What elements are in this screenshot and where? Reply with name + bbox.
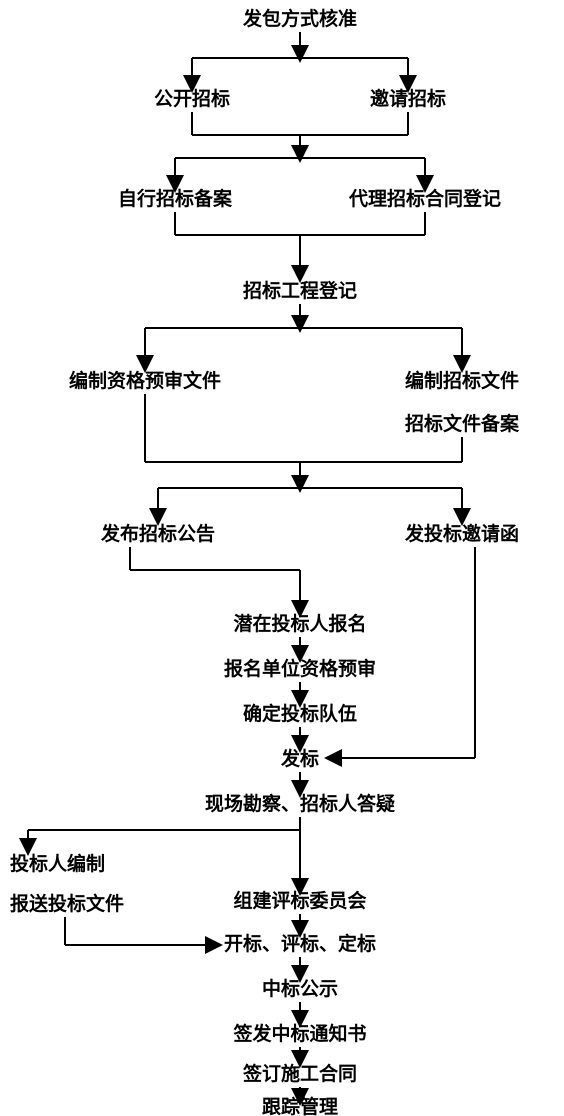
node-award-publicity: 中标公示 xyxy=(262,977,338,1000)
node-tracking-mgmt: 跟踪管理 xyxy=(262,1095,338,1116)
node-determine-bidders: 确定投标队伍 xyxy=(243,702,357,725)
node-submit-bid-doc: 报送投标文件 xyxy=(10,892,124,915)
node-potential-bidders: 潜在投标人报名 xyxy=(233,612,366,635)
node-evaluation-committee: 组建评标委员会 xyxy=(233,889,366,912)
node-publish-notice: 发布招标公告 xyxy=(100,522,215,545)
node-bid-doc-record: 招标文件备案 xyxy=(405,412,520,435)
node-prequal-review: 报名单位资格预审 xyxy=(224,657,376,680)
node-sign-contract: 签订施工合同 xyxy=(242,1062,357,1085)
node-issue-bid: 发标 xyxy=(280,747,319,770)
node-bidders-prepare: 投标人编制 xyxy=(10,852,105,875)
node-site-survey: 现场勘察、招标人答疑 xyxy=(205,792,395,815)
node-prequal-doc: 编制资格预审文件 xyxy=(69,369,221,392)
node-invite-bid: 邀请招标 xyxy=(370,87,446,110)
node-award-notice: 签发中标通知书 xyxy=(232,1022,366,1045)
node-bid-doc: 编制招标文件 xyxy=(405,369,519,392)
node-agent-bid-register: 代理招标合同登记 xyxy=(348,187,501,210)
node-project-register: 招标工程登记 xyxy=(243,279,357,302)
node-self-bid-record: 自行招标备案 xyxy=(118,187,233,210)
node-public-bid: 公开招标 xyxy=(154,87,230,110)
node-approval: 发包方式核准 xyxy=(242,7,357,30)
node-send-invitation: 发投标邀请函 xyxy=(404,522,519,545)
bidding-flowchart: 发包方式核准 公开招标 邀请招标 自行招标备案 代理招标合同登记 招标工程登记 … xyxy=(0,0,564,1116)
node-open-evaluate-award: 开标、评标、定标 xyxy=(224,932,376,955)
